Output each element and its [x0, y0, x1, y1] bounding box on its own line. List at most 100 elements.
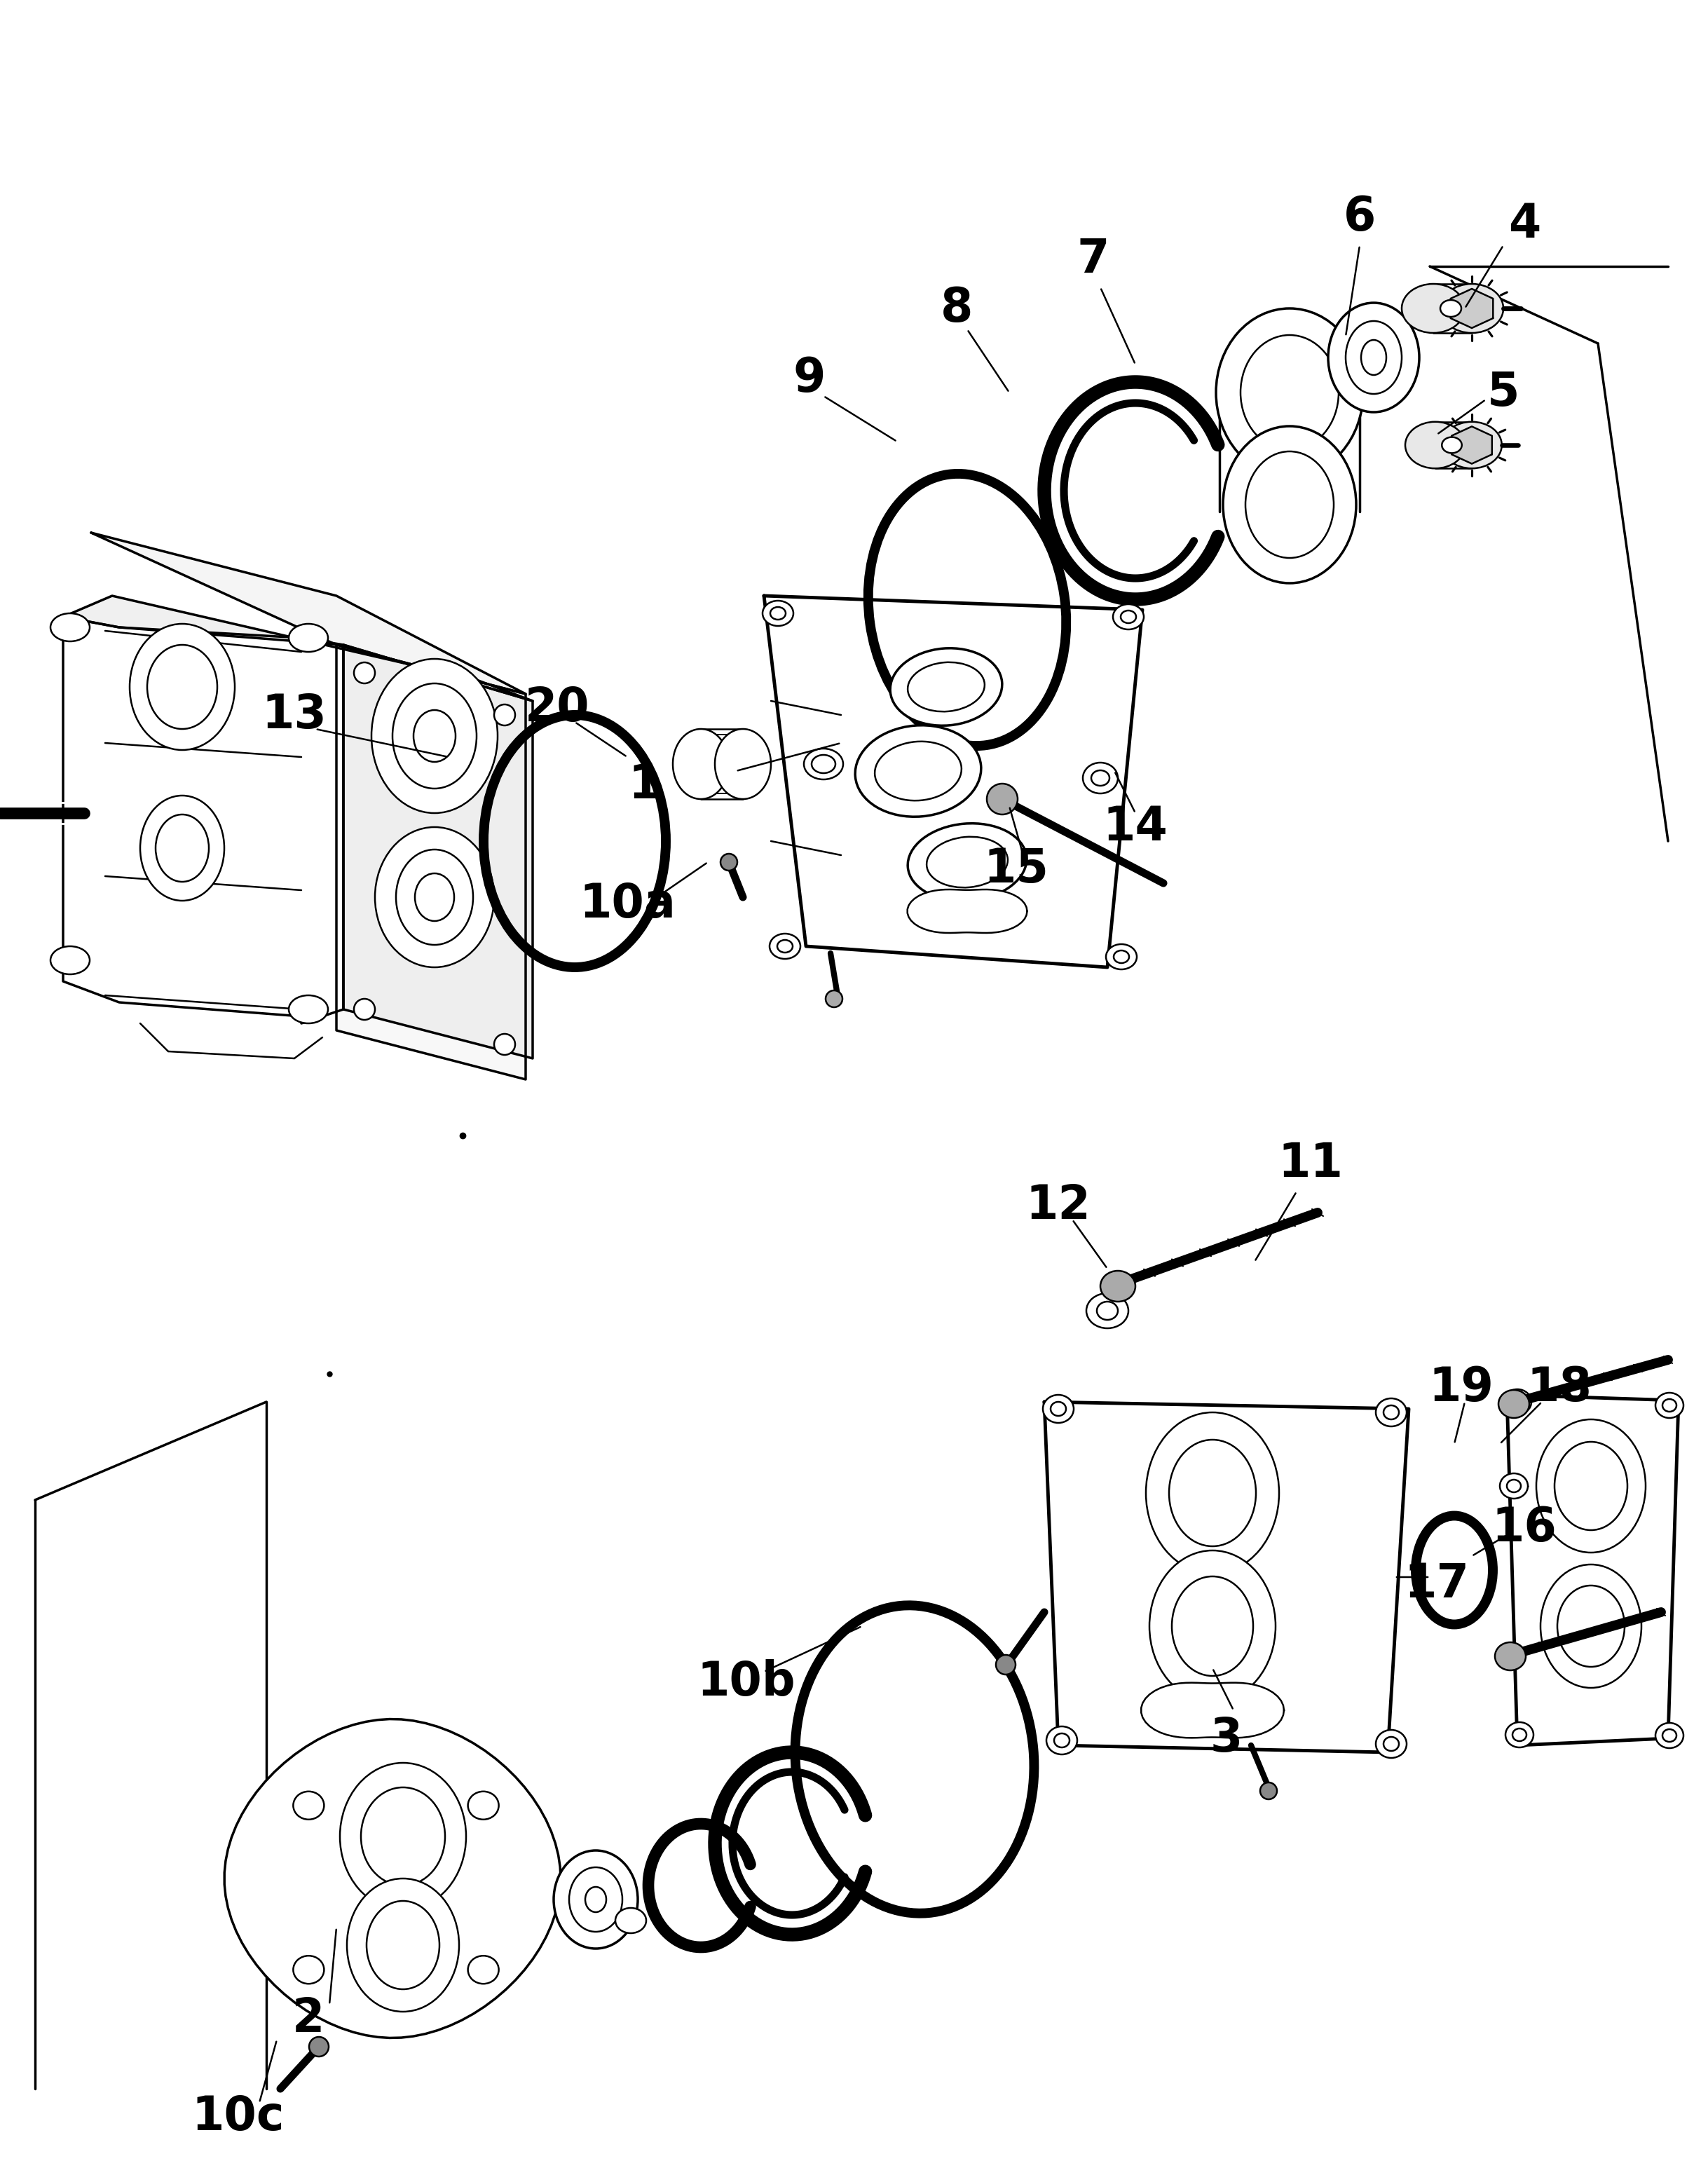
Ellipse shape — [1050, 1401, 1066, 1416]
Ellipse shape — [987, 783, 1018, 814]
Ellipse shape — [1091, 770, 1110, 786]
Ellipse shape — [415, 873, 454, 921]
Ellipse shape — [721, 853, 738, 871]
Ellipse shape — [1114, 951, 1129, 962]
Ellipse shape — [1216, 308, 1363, 476]
Text: 7: 7 — [1078, 236, 1110, 281]
Ellipse shape — [1494, 1643, 1525, 1669]
Ellipse shape — [825, 991, 842, 1008]
Ellipse shape — [1498, 1390, 1529, 1418]
Ellipse shape — [367, 1901, 439, 1990]
Ellipse shape — [1442, 421, 1501, 469]
Ellipse shape — [777, 940, 793, 954]
Polygon shape — [1230, 386, 1349, 513]
Ellipse shape — [1361, 340, 1387, 375]
Ellipse shape — [1383, 1737, 1399, 1750]
Polygon shape — [343, 646, 533, 1058]
Text: 12: 12 — [1027, 1183, 1091, 1228]
Ellipse shape — [1047, 1726, 1078, 1754]
Polygon shape — [1452, 425, 1493, 465]
Ellipse shape — [1655, 1392, 1684, 1418]
Ellipse shape — [1402, 284, 1465, 334]
Ellipse shape — [1375, 1730, 1407, 1759]
Ellipse shape — [354, 663, 376, 683]
Ellipse shape — [1558, 1586, 1624, 1667]
Ellipse shape — [770, 934, 801, 958]
Ellipse shape — [376, 827, 494, 967]
Text: 9: 9 — [793, 356, 825, 401]
Ellipse shape — [1406, 421, 1465, 469]
Ellipse shape — [1506, 1479, 1520, 1492]
Ellipse shape — [413, 709, 456, 762]
Ellipse shape — [1245, 452, 1334, 559]
Ellipse shape — [586, 1887, 606, 1911]
Text: 10a: 10a — [579, 882, 676, 927]
Ellipse shape — [1541, 1564, 1641, 1689]
Ellipse shape — [51, 613, 91, 642]
Ellipse shape — [1100, 1270, 1136, 1303]
Text: 18: 18 — [1527, 1364, 1592, 1412]
Ellipse shape — [1662, 1399, 1677, 1412]
Ellipse shape — [996, 1654, 1016, 1674]
Ellipse shape — [1510, 1396, 1524, 1407]
Ellipse shape — [1172, 1575, 1254, 1676]
Polygon shape — [91, 532, 526, 694]
Ellipse shape — [673, 729, 729, 799]
Ellipse shape — [762, 600, 794, 626]
Ellipse shape — [1505, 1722, 1534, 1748]
Polygon shape — [63, 618, 343, 1023]
Polygon shape — [1141, 1682, 1284, 1737]
Ellipse shape — [615, 1907, 646, 1933]
Ellipse shape — [1044, 1394, 1074, 1423]
Ellipse shape — [468, 1791, 499, 1820]
Polygon shape — [63, 596, 533, 700]
Polygon shape — [224, 1719, 560, 2038]
Text: 10b: 10b — [697, 1658, 796, 1706]
Ellipse shape — [147, 646, 217, 729]
Ellipse shape — [1240, 336, 1339, 449]
Ellipse shape — [155, 814, 208, 882]
Ellipse shape — [770, 607, 786, 620]
Ellipse shape — [1107, 945, 1138, 969]
Ellipse shape — [1083, 764, 1117, 794]
Ellipse shape — [716, 729, 770, 799]
Ellipse shape — [856, 724, 980, 816]
Ellipse shape — [289, 995, 328, 1023]
Text: 19: 19 — [1430, 1364, 1494, 1412]
Ellipse shape — [289, 624, 328, 652]
Ellipse shape — [130, 624, 234, 751]
Ellipse shape — [1535, 1418, 1645, 1554]
Polygon shape — [907, 890, 1027, 934]
Ellipse shape — [1440, 299, 1462, 316]
Ellipse shape — [1655, 1724, 1684, 1748]
Ellipse shape — [393, 683, 477, 788]
Ellipse shape — [569, 1868, 622, 1931]
Text: 1: 1 — [629, 762, 661, 807]
Ellipse shape — [1120, 611, 1136, 624]
Ellipse shape — [309, 2038, 328, 2055]
Polygon shape — [1450, 288, 1493, 327]
Text: 14: 14 — [1103, 803, 1168, 851]
Ellipse shape — [1329, 303, 1419, 412]
Ellipse shape — [907, 823, 1027, 901]
Ellipse shape — [294, 1955, 325, 1983]
Ellipse shape — [396, 849, 473, 945]
Ellipse shape — [1114, 604, 1144, 628]
Text: 4: 4 — [1508, 201, 1541, 247]
Text: 11: 11 — [1278, 1141, 1342, 1187]
Ellipse shape — [468, 1955, 499, 1983]
Ellipse shape — [1383, 1405, 1399, 1418]
Ellipse shape — [140, 796, 224, 901]
Text: 17: 17 — [1404, 1560, 1469, 1608]
Ellipse shape — [1261, 1783, 1278, 1800]
Text: 20: 20 — [524, 685, 589, 731]
Ellipse shape — [874, 742, 962, 801]
Ellipse shape — [1223, 425, 1356, 583]
Ellipse shape — [354, 999, 376, 1019]
Ellipse shape — [927, 836, 1008, 888]
Ellipse shape — [1554, 1442, 1628, 1530]
Polygon shape — [1506, 1394, 1679, 1746]
Text: 16: 16 — [1491, 1506, 1558, 1551]
Text: 2: 2 — [292, 1997, 325, 2042]
Polygon shape — [336, 646, 526, 1080]
